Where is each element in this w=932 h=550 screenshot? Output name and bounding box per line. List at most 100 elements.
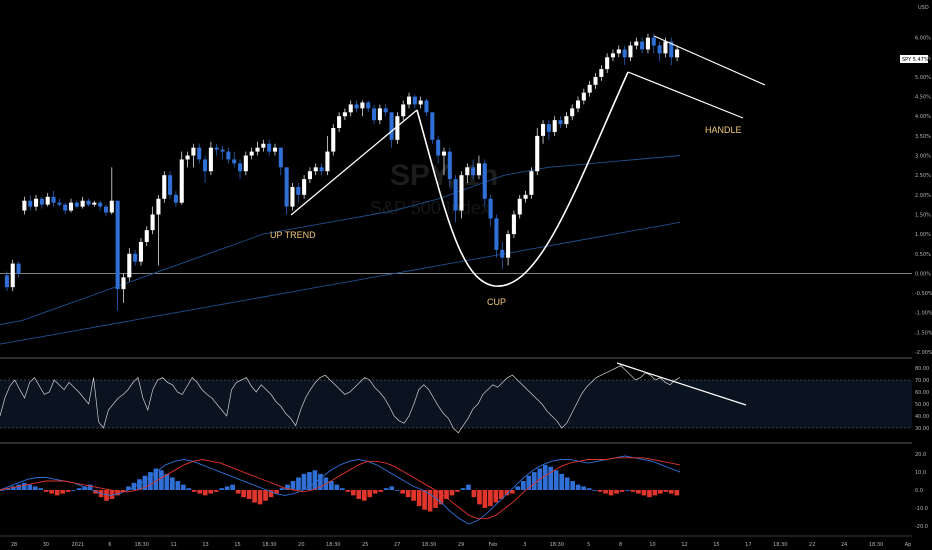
macd-histogram-bar	[71, 490, 76, 491]
candle-body	[657, 45, 662, 54]
macd-histogram-bar	[109, 490, 115, 499]
macd-histogram-bar	[520, 481, 526, 490]
candle-body	[185, 155, 190, 160]
candle-body	[482, 163, 487, 199]
price-tick-label: 5.00%	[915, 75, 931, 81]
macd-histogram-bar	[252, 490, 257, 503]
time-tick-label: 15	[713, 542, 719, 548]
time-tick-label: 5	[587, 542, 590, 548]
time-tick-label: 18:30	[422, 542, 436, 548]
candle-body	[121, 277, 126, 290]
candle-body	[63, 204, 68, 211]
macd-histogram-bar	[307, 472, 312, 490]
macd-histogram-bar	[54, 490, 60, 496]
time-tick-label: 18:30	[773, 542, 787, 548]
price-pane[interactable]	[0, 33, 912, 345]
pattern-drawings[interactable]	[290, 35, 766, 406]
candle-body	[360, 102, 365, 109]
uptrend-label: UP TREND	[270, 230, 316, 240]
macd-histogram-bar	[575, 484, 581, 490]
candle-body	[249, 151, 254, 156]
candle-body	[80, 200, 85, 207]
candle-body	[4, 275, 9, 288]
candle-body	[418, 100, 423, 105]
handle-upper-line[interactable]	[653, 35, 766, 86]
cup-curve[interactable]	[416, 71, 629, 287]
candle-body	[214, 147, 219, 150]
time-tick-label: 8	[619, 542, 622, 548]
price-tick-label: 2.00%	[915, 193, 931, 199]
macd-histogram-bar	[38, 488, 44, 490]
time-tick-label: 18:30	[262, 542, 276, 548]
candle-body	[331, 128, 336, 152]
candle-body	[313, 167, 318, 172]
handle-lower-line[interactable]	[627, 71, 744, 119]
macd-histogram-bar	[625, 490, 630, 491]
time-tick-label: 18:30	[550, 542, 564, 548]
candle-body	[372, 108, 377, 121]
macd-histogram-bar	[658, 490, 663, 494]
macd-axis[interactable]: 20.0 10.0 0.0 -10.0 -20.0	[915, 452, 928, 530]
candle-body	[220, 149, 225, 152]
macd-histogram-bar	[43, 490, 49, 492]
price-tick-label: 1.00%	[915, 232, 931, 238]
time-tick-label: 18:30	[326, 542, 340, 548]
candle-body	[645, 37, 650, 50]
macd-histogram-bar	[652, 490, 658, 496]
candle-body	[395, 116, 400, 140]
macd-histogram-bar	[581, 486, 586, 490]
macd-histogram-bar	[87, 484, 93, 490]
macd-histogram-bar	[49, 490, 55, 494]
candle-body	[348, 104, 353, 113]
macd-histogram-bar	[466, 484, 471, 490]
macd-histogram-bar	[21, 482, 27, 490]
candle-body	[441, 151, 447, 156]
macd-histogram-bar	[170, 477, 175, 490]
candle-body	[109, 200, 114, 213]
price-tick-label: -2.00%	[915, 350, 932, 356]
candle-body	[541, 124, 546, 136]
rsi-tick-label: 50.00	[915, 402, 929, 408]
candle-body	[552, 120, 557, 132]
macd-pane[interactable]	[0, 455, 681, 525]
macd-histogram-bar	[296, 477, 301, 490]
rsi-divergence-line[interactable]	[616, 362, 747, 406]
candle-body	[401, 104, 406, 117]
candle-body	[133, 253, 138, 262]
time-axis[interactable]: 28 30 2021 6 18:30 11 13 15 18:30 20 18:30 25 27 18:3…	[11, 542, 911, 548]
macd-histogram-bar	[586, 488, 592, 490]
macd-histogram-bar	[597, 490, 603, 492]
candle-body	[255, 147, 260, 152]
candle-body	[243, 155, 248, 172]
rsi-tick-label: 30.00	[915, 426, 929, 432]
macd-histogram-bar	[608, 490, 614, 496]
candle-body	[34, 198, 39, 207]
last-price-text: SPY 5.47%	[902, 57, 929, 63]
price-axis[interactable]: 6.00%5.50%5.00%4.50%4.00%3.50%3.00%2.50%…	[915, 36, 932, 356]
macd-histogram-bar	[82, 486, 87, 490]
macd-line	[0, 455, 681, 525]
macd-histogram-bar	[570, 481, 575, 490]
time-tick-label: 17	[745, 542, 751, 548]
candle-body	[307, 171, 312, 180]
candle-body	[605, 57, 610, 70]
candle-body	[634, 41, 639, 46]
macd-histogram-bar	[548, 466, 554, 490]
candle-body	[226, 151, 231, 160]
macd-histogram-bar	[669, 490, 674, 494]
candle-body	[127, 253, 132, 278]
candle-body	[284, 167, 289, 207]
moving-average-line	[0, 221, 681, 345]
candle-body	[22, 200, 27, 211]
macd-histogram-bar	[263, 490, 268, 501]
macd-histogram-bar	[10, 486, 16, 490]
rsi-pane[interactable]	[0, 365, 912, 434]
macd-histogram-bar	[630, 490, 636, 492]
rsi-axis[interactable]: 80.00 70.00 60.00 50.00 40.00 30.00	[915, 366, 929, 432]
uptrend-line[interactable]	[290, 109, 418, 216]
candle-body	[103, 206, 109, 213]
macd-tick-label: 10.0	[915, 470, 926, 476]
candle-body	[494, 218, 499, 250]
